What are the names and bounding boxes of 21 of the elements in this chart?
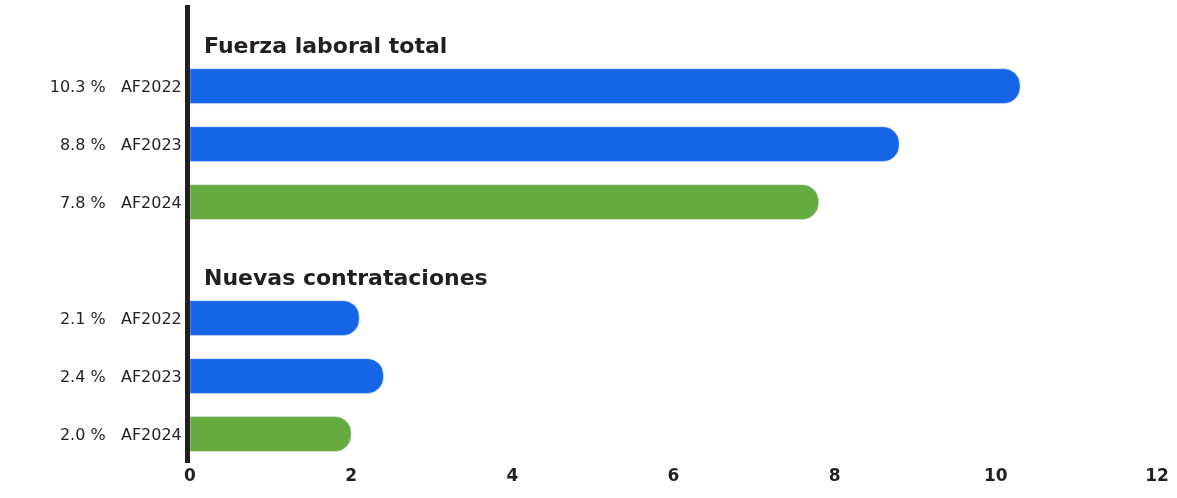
y-tick-label: 7.8 % AF2024	[59, 192, 182, 212]
x-tick-label: 2	[345, 465, 358, 485]
x-tick-label: 12	[1145, 465, 1169, 485]
y-tick-label: 8.8 % AF2023	[59, 134, 182, 154]
annotation: Nuevas contrataciones	[204, 265, 488, 290]
x-tick-label: 6	[667, 465, 680, 485]
x-tick-label: 4	[506, 465, 519, 485]
y-tick-label: 10.3 % AF2022	[49, 76, 182, 96]
bar	[190, 184, 819, 220]
x-tick-label: 8	[828, 465, 841, 485]
bar	[190, 300, 360, 336]
y-tick-label: 2.0 % AF2024	[59, 424, 182, 444]
y-tick-label: 2.1 % AF2022	[59, 308, 182, 328]
bar	[190, 416, 352, 452]
x-tick-label: 10	[983, 465, 1008, 485]
annotation: Fuerza laboral total	[204, 33, 448, 58]
bar	[190, 126, 900, 162]
y-tick-label: 2.4 % AF2023	[59, 366, 182, 386]
x-tick-label: 0	[184, 465, 197, 485]
bar	[190, 358, 384, 394]
bar	[190, 68, 1021, 104]
